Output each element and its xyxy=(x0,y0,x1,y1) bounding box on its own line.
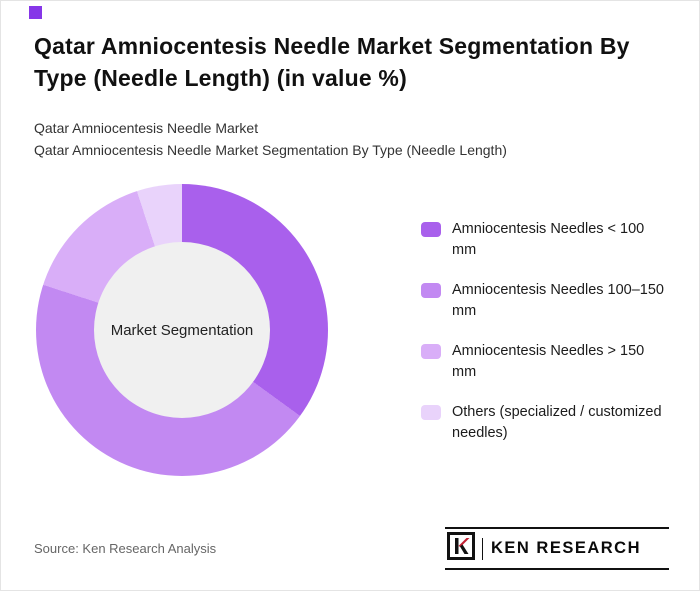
donut-ring: Market Segmentation xyxy=(36,184,328,476)
chart-legend: Amniocentesis Needles < 100 mm Amniocent… xyxy=(421,219,669,463)
logo-divider xyxy=(482,537,483,560)
legend-swatch xyxy=(421,344,441,359)
donut-center-label: Market Segmentation xyxy=(110,321,254,339)
donut-center: Market Segmentation xyxy=(94,242,270,418)
source-note: Source: Ken Research Analysis xyxy=(34,541,217,556)
brand-name: KEN RESEARCH xyxy=(491,539,642,557)
corner-accent-square xyxy=(29,6,42,19)
page-title: Qatar Amniocentesis Needle Market Segmen… xyxy=(34,33,630,91)
donut-chart: Market Segmentation Amniocentesis Needle… xyxy=(1,179,699,499)
legend-swatch xyxy=(421,405,441,420)
legend-swatch xyxy=(421,283,441,298)
ken-research-logo-icon xyxy=(447,532,475,565)
subtitle-line-2: Qatar Amniocentesis Needle Market Segmen… xyxy=(34,142,507,158)
legend-item: Others (specialized / customized needles… xyxy=(421,402,669,444)
brand-logo: KEN RESEARCH xyxy=(445,527,669,570)
legend-item: Amniocentesis Needles < 100 mm xyxy=(421,219,669,261)
legend-swatch xyxy=(421,222,441,237)
legend-label: Amniocentesis Needles > 150 mm xyxy=(452,343,645,380)
legend-item: Amniocentesis Needles > 150 mm xyxy=(421,341,669,383)
subtitle-line-1: Qatar Amniocentesis Needle Market xyxy=(34,120,259,136)
legend-label: Amniocentesis Needles < 100 mm xyxy=(452,221,645,258)
legend-label: Others (specialized / customized needles… xyxy=(452,404,662,441)
subtitle-block: Qatar Amniocentesis Needle Market Qatar … xyxy=(34,117,674,161)
legend-label: Amniocentesis Needles 100–150 mm xyxy=(452,282,664,319)
legend-item: Amniocentesis Needles 100–150 mm xyxy=(421,280,669,322)
